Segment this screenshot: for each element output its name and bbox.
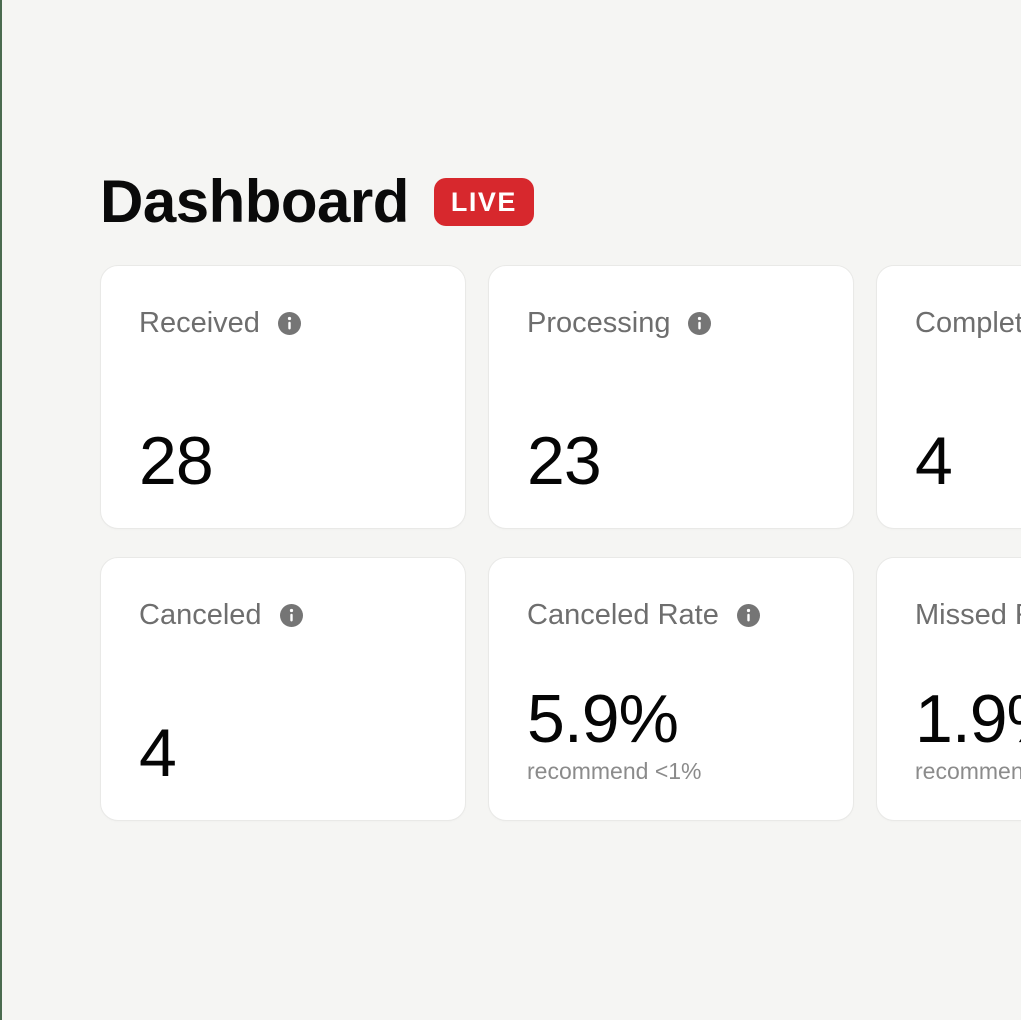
stat-label: Canceled Rate — [527, 599, 719, 631]
stat-card-header: Missed Rate — [915, 598, 1021, 633]
stat-value: 23 — [527, 423, 602, 499]
info-icon[interactable] — [277, 311, 301, 335]
dashboard-page: Dashboard LIVE Received 28 Processing — [100, 0, 1021, 821]
stat-label: Canceled — [139, 599, 262, 631]
stat-value: 5.9% — [527, 681, 679, 758]
stat-card: Missed Rate 1.9% recommend <1% — [876, 557, 1021, 821]
stat-card: Canceled 4 — [100, 557, 466, 821]
left-edge-accent — [0, 0, 2, 1020]
info-icon[interactable] — [736, 603, 760, 627]
stat-label: Received — [139, 307, 260, 339]
stat-note: recommend <1% — [915, 758, 1021, 785]
stat-card: Processing 23 — [488, 265, 854, 529]
stat-value: 28 — [139, 423, 214, 499]
stat-note: recommend <1% — [527, 758, 702, 785]
stat-card-header: Canceled — [139, 598, 427, 633]
stat-card: Received 28 — [100, 265, 466, 529]
stat-value: 4 — [139, 715, 177, 791]
page-header: Dashboard LIVE — [100, 172, 1021, 232]
stats-grid: Received 28 Processing 23 — [100, 265, 1021, 821]
stat-card: Canceled Rate 5.9% recommend <1% — [488, 557, 854, 821]
stat-label: Completed — [915, 307, 1021, 339]
stat-card: Completed 4 — [876, 265, 1021, 529]
info-icon[interactable] — [279, 603, 303, 627]
stat-value: 4 — [915, 423, 953, 499]
stat-card-header: Processing — [527, 306, 815, 341]
page-title: Dashboard — [100, 168, 409, 235]
stat-card-header: Canceled Rate — [527, 598, 815, 633]
stat-card-header: Received — [139, 306, 427, 341]
stat-value: 1.9% — [915, 681, 1021, 758]
stat-card-header: Completed — [915, 306, 1021, 341]
stat-label: Processing — [527, 307, 671, 339]
stat-label: Missed Rate — [915, 599, 1021, 631]
live-badge: LIVE — [433, 178, 534, 226]
info-icon[interactable] — [688, 311, 712, 335]
